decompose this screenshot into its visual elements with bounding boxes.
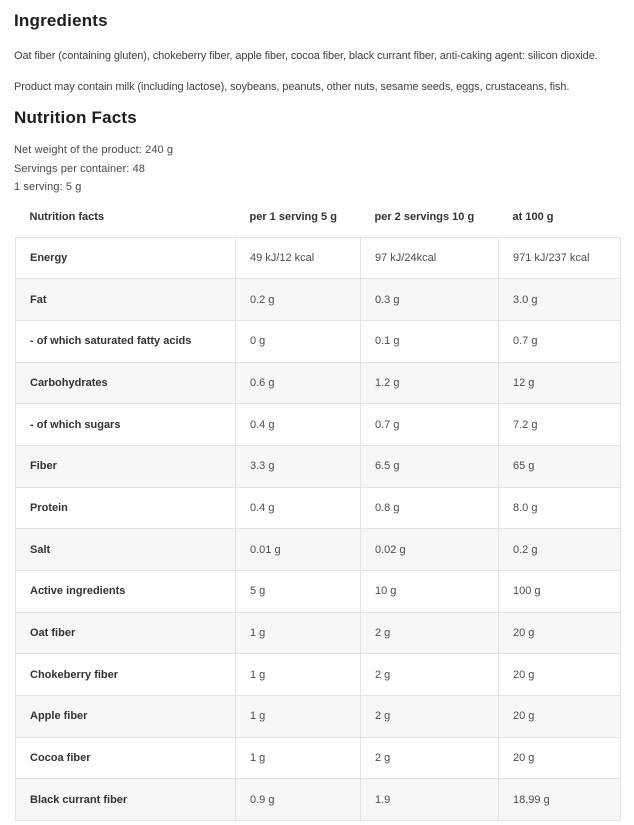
cell-per-serving: 49 kJ/12 kcal [235,236,361,280]
allergen-notice: Product may contain milk (including lact… [14,81,570,93]
table-row-fiber: Fiber 3.3 g 6.5 g 65 g [15,444,621,488]
row-label: - of which sugars [15,403,236,446]
cell-per-serving: 1 g [235,736,361,780]
cell-per-100g: 20 g [498,736,621,780]
cell-per-serving: 0 g [235,319,361,363]
cell-per-2-servings: 0.3 g [360,278,499,321]
serving-size-line: 1 serving: 5 g [14,181,82,193]
row-label: Black currant fiber [15,778,236,822]
cell-per-2-servings: 2 g [360,653,499,697]
cell-per-100g: 0.2 g [498,528,621,571]
cell-per-2-servings: 1.2 g [360,361,499,405]
cell-per-2-servings: 0.02 g [360,528,499,571]
ingredients-title: Ingredients [14,11,108,30]
header-per-serving: per 1 serving 5 g [249,210,337,223]
table-row-energy: Energy 49 kJ/12 kcal 97 kJ/24kcal 971 kJ… [15,236,621,280]
cell-per-2-servings: 10 g [360,570,499,613]
header-nutrition-facts: Nutrition facts [29,210,105,223]
table-row-apple-fiber: Apple fiber 1 g 2 g 20 g [15,695,621,738]
cell-per-100g: 20 g [498,611,621,655]
serving-meta-block: Net weight of the product: 240 g Serving… [14,141,620,197]
header-per-100g: at 100 g [512,210,554,223]
servings-per-container-line: Servings per container: 48 [14,162,146,175]
cell-per-100g: 12 g [498,361,621,405]
header-per-2-servings: per 2 servings 10 g [374,210,475,223]
cell-per-2-servings: 6.5 g [360,444,499,488]
cell-per-2-servings: 2 g [360,611,499,655]
cell-per-2-servings: 2 g [360,695,499,738]
nutrition-table: Nutrition facts per 1 serving 5 g per 2 … [15,205,621,822]
cell-per-2-servings: 1.9 [360,778,499,822]
row-label: Cocoa fiber [15,736,236,780]
table-row-fat: Fat 0.2 g 0.3 g 3.0 g [15,278,621,321]
row-label: - of which saturated fatty acids [15,319,236,363]
cell-per-100g: 18.99 g [498,778,621,822]
table-row-sugars: - of which sugars 0.4 g 0.7 g 7.2 g [15,403,621,446]
cell-per-serving: 3.3 g [235,444,361,488]
row-label: Chokeberry fiber [15,653,236,697]
table-row-chokeberry-fiber: Chokeberry fiber 1 g 2 g 20 g [15,653,621,697]
cell-per-100g: 100 g [498,570,621,613]
cell-per-100g: 7.2 g [498,403,621,446]
table-row-salt: Salt 0.01 g 0.02 g 0.2 g [15,528,621,571]
net-weight-line: Net weight of the product: 240 g [14,144,174,156]
cell-per-serving: 1 g [235,611,361,655]
cell-per-100g: 20 g [498,653,621,697]
row-label: Oat fiber [15,611,236,655]
cell-per-serving: 0.4 g [235,403,361,446]
cell-per-100g: 971 kJ/237 kcal [498,236,621,280]
table-row-protein: Protein 0.4 g 0.8 g 8.0 g [15,486,621,530]
table-row-oat-fiber: Oat fiber 1 g 2 g 20 g [15,611,621,655]
cell-per-serving: 0.9 g [235,778,361,822]
row-label: Energy [15,236,236,280]
table-row-cocoa-fiber: Cocoa fiber 1 g 2 g 20 g [15,736,621,780]
nutrition-table-body: Energy 49 kJ/12 kcal 97 kJ/24kcal 971 kJ… [15,236,621,822]
cell-per-100g: 3.0 g [498,278,621,321]
row-label: Carbohydrates [15,361,236,405]
table-row-active-ingredients: Active ingredients 5 g 10 g 100 g [15,570,621,613]
cell-per-serving: 0.6 g [235,361,361,405]
row-label: Fat [15,278,236,321]
cell-per-100g: 0.7 g [498,319,621,363]
cell-per-serving: 5 g [235,570,361,613]
cell-per-100g: 65 g [498,444,621,488]
nutrition-facts-title: Nutrition Facts [14,108,137,127]
row-label: Active ingredients [15,570,236,613]
row-label: Apple fiber [15,695,236,738]
row-label: Fiber [15,444,236,488]
ingredients-description: Oat fiber (containing gluten), chokeberr… [14,50,598,62]
cell-per-100g: 20 g [498,695,621,738]
cell-per-2-servings: 97 kJ/24kcal [360,236,499,280]
nutrition-table-header: Nutrition facts per 1 serving 5 g per 2 … [16,205,621,238]
cell-per-2-servings: 0.7 g [360,403,499,446]
cell-per-100g: 8.0 g [498,486,621,530]
row-label: Protein [15,486,236,530]
cell-per-serving: 1 g [235,695,361,738]
table-row-black-currant-fiber: Black currant fiber 0.9 g 1.9 18.99 g [15,778,621,822]
cell-per-serving: 0.01 g [235,528,361,571]
cell-per-serving: 1 g [235,653,361,697]
table-row-carbohydrates: Carbohydrates 0.6 g 1.2 g 12 g [15,361,621,405]
cell-per-serving: 0.4 g [235,486,361,530]
cell-per-2-servings: 2 g [360,736,499,780]
table-row-saturated-fat: - of which saturated fatty acids 0 g 0.1… [15,319,621,363]
cell-per-serving: 0.2 g [235,278,361,321]
row-label: Salt [15,528,236,571]
cell-per-2-servings: 0.1 g [360,319,499,363]
table-header-row: Nutrition facts per 1 serving 5 g per 2 … [16,205,621,238]
cell-per-2-servings: 0.8 g [360,486,499,530]
